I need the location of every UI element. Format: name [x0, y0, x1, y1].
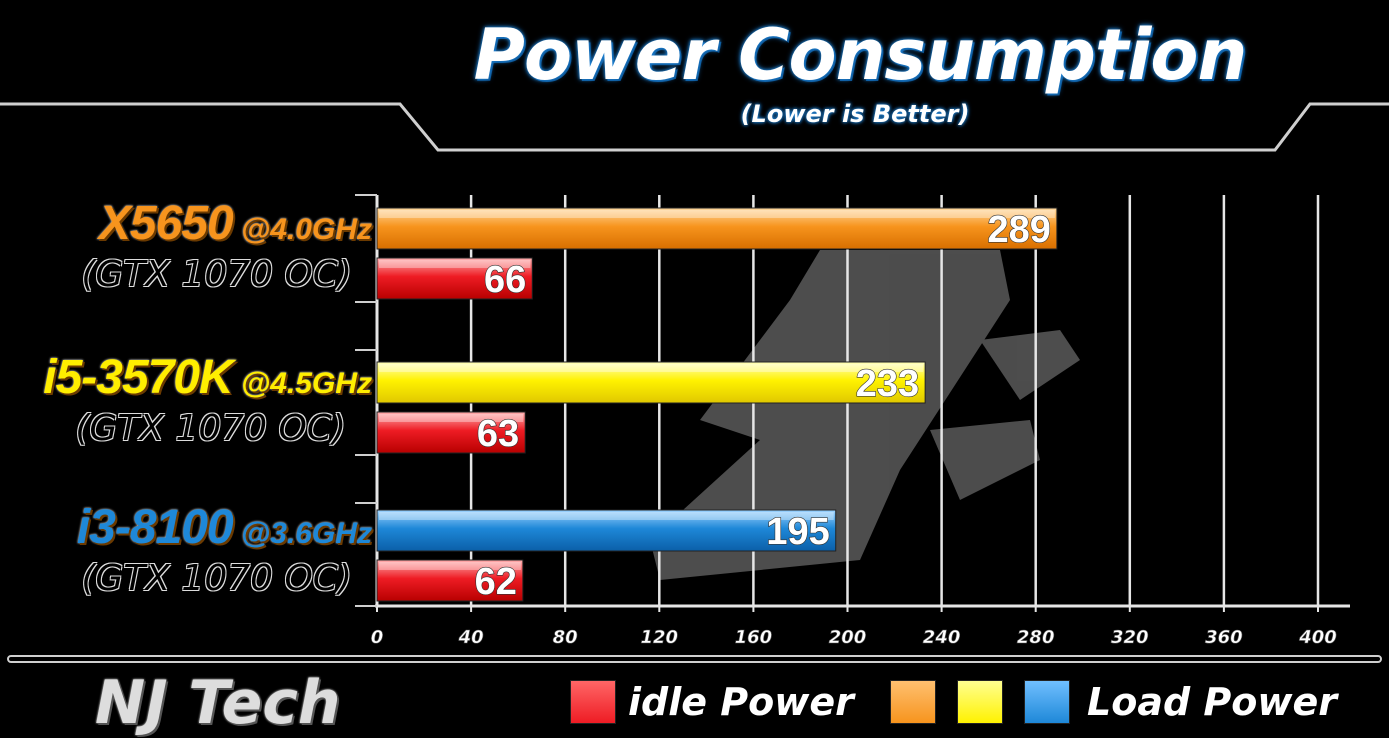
- gpu-label-2: (GTX 1070 OC): [81, 558, 352, 599]
- bar-load-0-label: 289: [987, 209, 1050, 251]
- bar-idle-2-shine: [379, 562, 521, 570]
- x-tick-label: 360: [1205, 627, 1243, 648]
- bar-idle-1-shine: [379, 414, 524, 422]
- x-tick-label: 400: [1298, 627, 1337, 648]
- bars: 289 66 233 63 195 62: [376, 207, 1058, 604]
- legend-load-swatch-orange: [890, 680, 936, 724]
- legend-idle-label: idle Power: [628, 680, 854, 724]
- legend-idle-swatch: [570, 680, 616, 724]
- legend-load-swatch-yellow: [957, 680, 1003, 724]
- x-tick-label: 280: [1017, 627, 1055, 648]
- x-tick-label: 120: [641, 627, 679, 648]
- bar-load-0: [376, 207, 1058, 250]
- cpu-name: i5-3570K: [43, 351, 233, 404]
- bar-idle-0: [376, 257, 533, 300]
- bar-idle-2-label: 62: [475, 561, 517, 603]
- bar-idle-2: [376, 559, 524, 602]
- bar-load-1: [376, 361, 926, 404]
- x-tick-label: 200: [829, 627, 867, 648]
- cpu-frequency: @4.0GHz: [232, 213, 372, 246]
- chart-title: Power Consumption: [473, 14, 1248, 96]
- x-tick-label: 0: [371, 627, 384, 648]
- gpu-label-1: (GTX 1070 OC): [75, 408, 346, 449]
- bar-load-0-shine: [379, 210, 1055, 218]
- bar-idle-1: [376, 411, 526, 454]
- cpu-name: X5650: [98, 197, 234, 250]
- cpu-label-2: i3-8100 @3.6GHz: [77, 500, 372, 555]
- bar-load-2: [376, 509, 837, 552]
- cpu-label-0: X5650 @4.0GHz: [99, 196, 372, 251]
- bar-idle-0-shine: [379, 260, 531, 268]
- bar-load-2-shine: [379, 512, 834, 520]
- cpu-frequency: @3.6GHz: [232, 517, 372, 550]
- bar-load-2-label: 195: [766, 511, 829, 553]
- brand-logo: NJ Tech: [95, 668, 341, 738]
- x-tick-label: 80: [553, 627, 578, 648]
- plug-watermark-icon: [650, 250, 1080, 580]
- legend-load-label: Load Power: [1087, 680, 1337, 724]
- gpu-label-0: (GTX 1070 OC): [81, 254, 352, 295]
- x-tick-label: 40: [458, 627, 484, 648]
- x-tick-label: 240: [923, 627, 961, 648]
- cpu-frequency: @4.5GHz: [232, 367, 372, 400]
- bar-idle-1-label: 63: [477, 413, 519, 455]
- bar-load-1-label: 233: [856, 363, 919, 405]
- cpu-label-1: i5-3570K @4.5GHz: [43, 350, 372, 405]
- x-tick-label: 320: [1111, 627, 1149, 648]
- x-tick-label: 160: [735, 627, 773, 648]
- bar-load-1-shine: [379, 364, 924, 372]
- cpu-name: i3-8100: [76, 501, 234, 554]
- legend-load-swatch-blue: [1024, 680, 1070, 724]
- bar-idle-0-label: 66: [484, 259, 526, 301]
- chart-subtitle: (Lower is Better): [740, 100, 970, 128]
- x-axis: 0 40 80 120 160 200 240 280 320 360 400: [355, 194, 1350, 648]
